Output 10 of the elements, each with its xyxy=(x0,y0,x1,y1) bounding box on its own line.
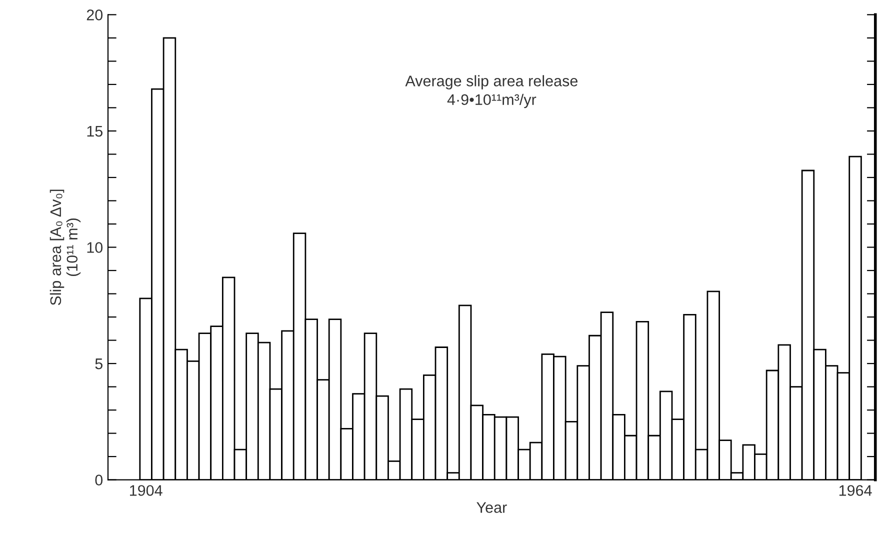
y-tick-label: 15 xyxy=(87,126,102,137)
y-tick-label: 5 xyxy=(95,358,102,370)
y-tick-label: 10 xyxy=(87,242,103,253)
y-axis-title: Slip area [A₀ Δv₀] (10¹¹ m³) xyxy=(50,190,81,306)
x-axis-title: Year xyxy=(476,502,507,513)
x-tick-label: 1904 xyxy=(130,485,162,496)
y-tick-label: 20 xyxy=(86,10,103,20)
y-tick-label: 0 xyxy=(95,474,103,486)
annotation: Average slip area release 4·9•10¹¹m³/yr xyxy=(405,75,578,108)
x-tick-label: 1964 xyxy=(839,485,872,496)
